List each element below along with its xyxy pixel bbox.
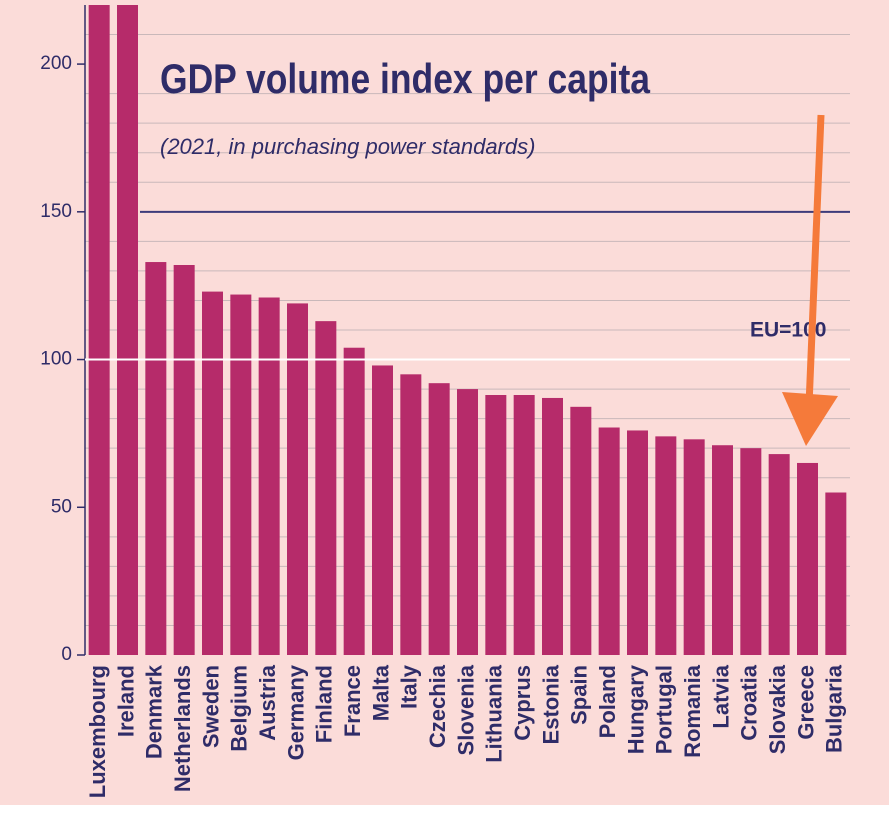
bar (343, 347, 365, 655)
x-tick-label: France (340, 665, 365, 737)
x-tick-label: Estonia (538, 664, 563, 744)
bar (428, 383, 450, 655)
y-tick-label: 0 (61, 644, 72, 665)
bar (683, 439, 705, 655)
bar (202, 291, 223, 655)
chart-title: GDP volume index per capita (160, 55, 651, 102)
annotation: EU=100 (750, 319, 826, 342)
bar (400, 374, 422, 655)
bar (598, 427, 620, 655)
chart-subtitle: (2021, in purchasing power standards) (160, 134, 535, 159)
x-tick-label: Greece (793, 665, 818, 740)
x-tick-label: Germany (283, 664, 308, 760)
y-tick-label: 50 (51, 496, 72, 517)
x-tick-label: Spain (567, 665, 592, 725)
bar (258, 297, 280, 655)
x-tick-label: Lithuania (482, 664, 507, 763)
bar (88, 5, 110, 655)
bar (712, 445, 733, 655)
x-tick-label: Ireland (113, 665, 138, 737)
x-tick-label: Poland (595, 665, 620, 738)
x-tick-label: Croatia (737, 664, 762, 741)
bar (173, 265, 195, 655)
x-tick-label: Portugal (652, 665, 677, 754)
x-tick-label: Hungary (623, 664, 648, 754)
x-tick-label: Austria (255, 664, 280, 741)
x-tick-label: Denmark (142, 664, 167, 759)
x-tick-label: Netherlands (170, 665, 195, 792)
y-tick-label: 150 (40, 201, 72, 222)
bar (627, 430, 648, 655)
x-tick-label: Sweden (198, 665, 223, 748)
bar (768, 454, 790, 655)
x-tick-label: Romania (680, 664, 705, 758)
x-tick-label: Malta (368, 664, 393, 721)
bar (570, 406, 592, 655)
x-tick-label: Slovenia (453, 664, 478, 755)
y-tick-label: 100 (40, 349, 72, 370)
arrow (782, 114, 838, 446)
bar (740, 448, 762, 655)
bar (797, 462, 818, 655)
x-tick-label: Italy (397, 664, 422, 709)
bar (230, 294, 252, 655)
x-tick-label: Cyprus (510, 665, 535, 741)
x-tick-label: Finland (312, 665, 337, 743)
bar (485, 395, 507, 655)
bar (542, 397, 563, 655)
bar (117, 5, 138, 655)
y-tick-label: 200 (40, 53, 72, 74)
bar (457, 389, 478, 655)
bar (315, 321, 337, 655)
bar (655, 436, 677, 655)
bar (825, 492, 847, 655)
bar (287, 303, 308, 655)
x-tick-label: Slovakia (765, 664, 790, 754)
bar (145, 262, 167, 655)
x-tick-label: Belgium (227, 665, 252, 752)
x-tick-label: Bulgaria (822, 664, 847, 753)
x-tick-label: Latvia (708, 664, 733, 728)
bar (372, 365, 393, 655)
x-tick-label: Czechia (425, 664, 450, 748)
bar (513, 395, 535, 655)
x-tick-label: Luxembourg (85, 665, 110, 798)
